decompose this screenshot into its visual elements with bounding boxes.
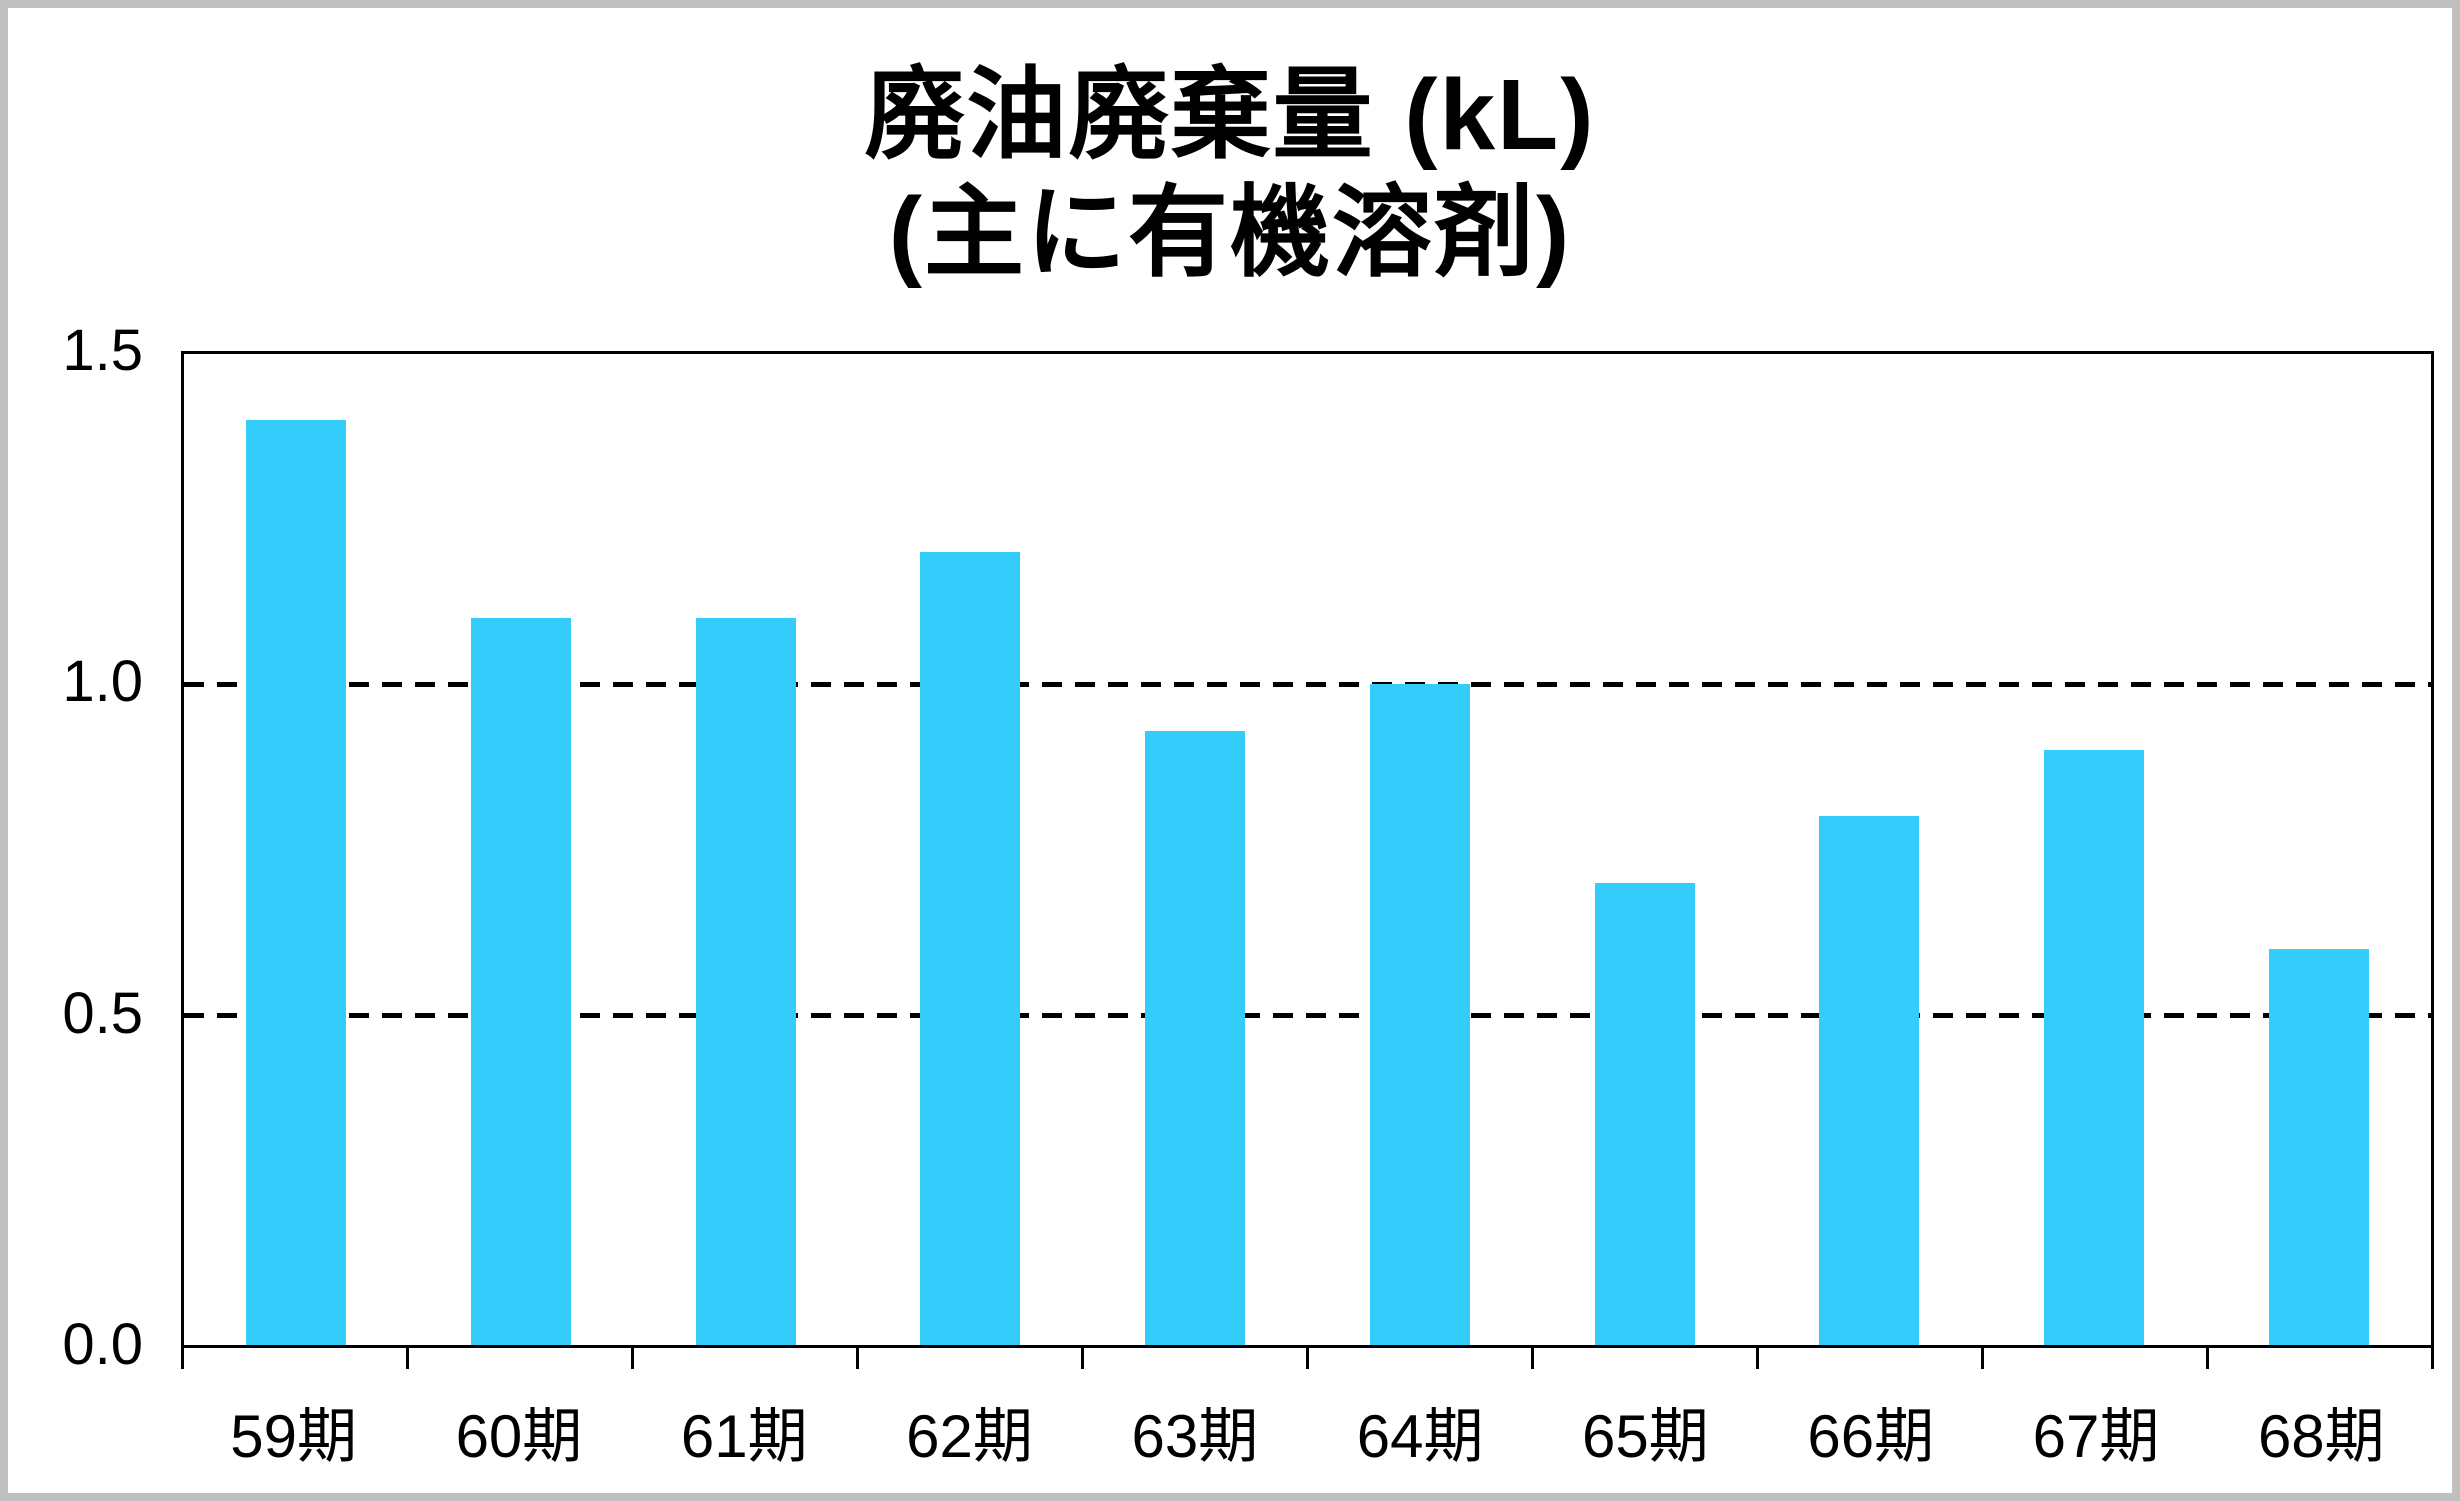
- x-tick: [1081, 1345, 1084, 1369]
- chart-subtitle: (主に有機溶剤): [888, 177, 1572, 289]
- bar-65期: [1594, 882, 1695, 1345]
- x-axis-ticks: [181, 1345, 2434, 1371]
- bar-68期: [2268, 948, 2369, 1345]
- x-label-64期: 64期: [1356, 1403, 1484, 1470]
- x-label-68期: 68期: [2257, 1403, 2385, 1470]
- plot-area: [181, 351, 2434, 1348]
- y-label-0.5: 0.5: [62, 981, 143, 1046]
- bar-67期: [2043, 750, 2144, 1345]
- x-label-63期: 63期: [1131, 1403, 1259, 1470]
- x-label-67期: 67期: [2032, 1403, 2160, 1470]
- bar-61期: [695, 618, 796, 1345]
- x-tick: [856, 1345, 859, 1369]
- bar-62期: [920, 552, 1021, 1345]
- x-axis-labels: 59期 60期 61期 62期 63期 64期 65期 66期 67期 68期: [181, 1406, 2434, 1468]
- x-tick: [2431, 1345, 2434, 1369]
- x-tick: [1756, 1345, 1759, 1369]
- bar-cell-59期: [184, 354, 409, 1345]
- bar-cell-61期: [633, 354, 858, 1345]
- bar-cell-62期: [858, 354, 1083, 1345]
- x-label-66期: 66期: [1807, 1403, 1935, 1470]
- bar-cell-60期: [409, 354, 634, 1345]
- x-label-60期: 60期: [455, 1403, 583, 1470]
- x-tick: [1981, 1345, 1984, 1369]
- x-tick: [181, 1345, 184, 1369]
- bar-cell-63期: [1083, 354, 1308, 1345]
- bar-cell-66期: [1757, 354, 1982, 1345]
- y-label-1.0: 1.0: [62, 649, 143, 714]
- y-label-1.5: 1.5: [62, 318, 143, 383]
- bar-66期: [1819, 816, 1920, 1345]
- bar-cell-67期: [1982, 354, 2207, 1345]
- x-label-65期: 65期: [1582, 1403, 1709, 1470]
- bars-container: [184, 354, 2431, 1345]
- gridline-0.5: [184, 1013, 2431, 1018]
- bar-cell-65期: [1532, 354, 1757, 1345]
- bar-60期: [471, 618, 572, 1345]
- bar-64期: [1369, 684, 1470, 1345]
- x-tick: [1306, 1345, 1309, 1369]
- x-label-59期: 59期: [230, 1403, 358, 1470]
- x-tick: [2206, 1345, 2209, 1369]
- gridline-1: [184, 682, 2431, 687]
- bar-63期: [1145, 730, 1246, 1345]
- x-label-61期: 61期: [680, 1403, 808, 1470]
- y-label-0.0: 0.0: [62, 1312, 143, 1377]
- bar-cell-64期: [1308, 354, 1533, 1345]
- chart-title: 廃油廃棄量 (kL): [864, 59, 1596, 171]
- bar-cell-68期: [2206, 354, 2431, 1345]
- bar-59期: [246, 420, 347, 1345]
- x-tick: [1531, 1345, 1534, 1369]
- x-tick: [631, 1345, 634, 1369]
- x-label-62期: 62期: [906, 1403, 1033, 1470]
- x-tick: [406, 1345, 409, 1369]
